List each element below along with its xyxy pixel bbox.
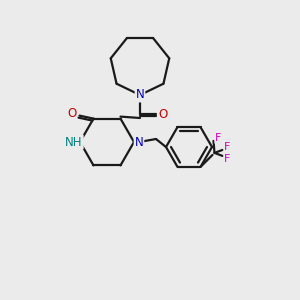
Text: F: F [215,133,222,143]
Text: N: N [136,88,144,101]
Text: O: O [158,109,168,122]
Text: O: O [67,107,76,120]
Text: F: F [224,142,231,152]
Text: F: F [224,154,231,164]
Text: NH: NH [65,136,83,148]
Text: N: N [135,136,143,148]
